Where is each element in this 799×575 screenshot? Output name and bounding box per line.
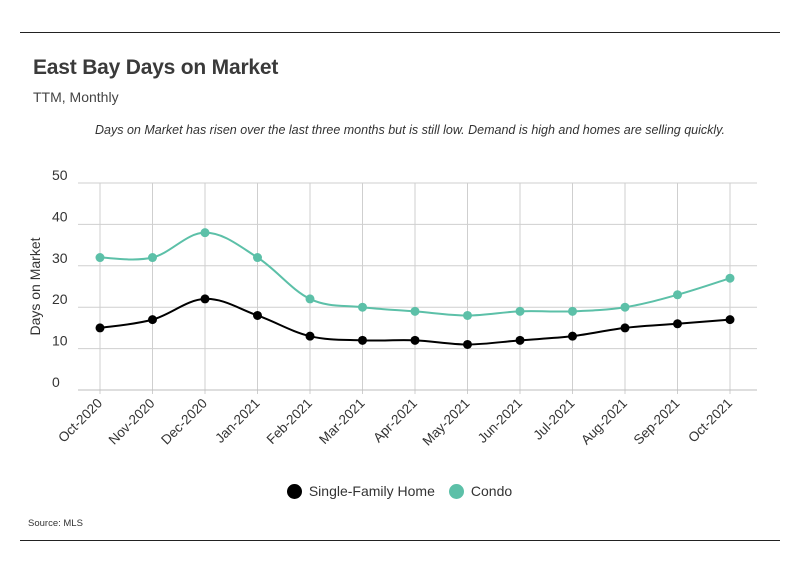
- data-point-condo: [463, 310, 472, 320]
- y-tick-label: 40: [52, 208, 68, 224]
- data-point-condo: [253, 253, 262, 263]
- data-point-condo: [515, 306, 525, 316]
- x-tick-label: Oct-2021: [685, 396, 735, 446]
- y-tick-label: 10: [52, 333, 68, 349]
- data-point-single-family-home: [410, 335, 420, 345]
- data-point-single-family-home: [568, 331, 577, 341]
- source-note: Source: MLS: [28, 518, 83, 529]
- y-tick-label: 50: [52, 167, 68, 183]
- data-point-condo: [568, 306, 577, 316]
- data-point-single-family-home: [305, 331, 315, 341]
- data-point-condo: [725, 273, 735, 283]
- legend: Single-Family Home Condo: [0, 483, 799, 499]
- x-tick-label: May-2021: [420, 396, 473, 449]
- data-point-condo: [148, 253, 157, 263]
- chart-title: East Bay Days on Market: [33, 56, 279, 79]
- x-tick-label: Sep-2021: [631, 396, 683, 448]
- legend-marker: [448, 483, 464, 499]
- data-point-condo: [410, 306, 420, 316]
- legend-item-single-family-home: Single-Family Home: [286, 483, 435, 499]
- data-point-single-family-home: [200, 294, 210, 304]
- data-point-condo: [620, 302, 630, 312]
- x-tick-label: Oct-2020: [55, 396, 105, 446]
- data-point-single-family-home: [673, 319, 682, 329]
- x-tick-label: Jan-2021: [212, 396, 262, 446]
- data-point-condo: [673, 290, 682, 300]
- y-tick-label: 30: [52, 250, 68, 266]
- x-tick-label: Aug-2021: [578, 396, 630, 448]
- data-point-single-family-home: [148, 315, 157, 325]
- x-tick-label: Dec-2020: [158, 396, 210, 448]
- y-tick-label: 0: [52, 374, 60, 390]
- x-tick-label: Feb-2021: [264, 396, 315, 447]
- data-point-single-family-home: [253, 310, 262, 320]
- y-axis-label: Days on Market: [27, 237, 43, 335]
- x-tick-label: Mar-2021: [316, 396, 367, 447]
- data-point-single-family-home: [620, 323, 630, 333]
- data-point-condo: [95, 253, 105, 263]
- legend-label: Single-Family Home: [308, 483, 435, 499]
- data-point-condo: [305, 294, 315, 304]
- data-point-single-family-home: [515, 335, 525, 345]
- legend-marker: [286, 483, 302, 499]
- data-point-single-family-home: [358, 335, 367, 345]
- x-tick-label: Nov-2020: [106, 396, 158, 448]
- data-point-condo: [200, 228, 210, 238]
- data-point-single-family-home: [95, 323, 105, 333]
- data-point-single-family-home: [725, 315, 735, 325]
- top-rule: [20, 32, 780, 33]
- chart-subtitle: TTM, Monthly: [33, 89, 119, 105]
- legend-item-condo: Condo: [448, 483, 513, 499]
- x-tick-label: Jun-2021: [475, 396, 525, 446]
- x-tick-label: Jul-2021: [530, 396, 577, 443]
- chart-note: Days on Market has risen over the last t…: [95, 123, 725, 137]
- legend-label: Condo: [470, 483, 513, 499]
- x-tick-label: Apr-2021: [370, 396, 420, 446]
- data-point-single-family-home: [463, 339, 472, 349]
- data-point-condo: [358, 302, 367, 312]
- bottom-rule: [20, 540, 780, 541]
- y-tick-label: 20: [52, 291, 68, 307]
